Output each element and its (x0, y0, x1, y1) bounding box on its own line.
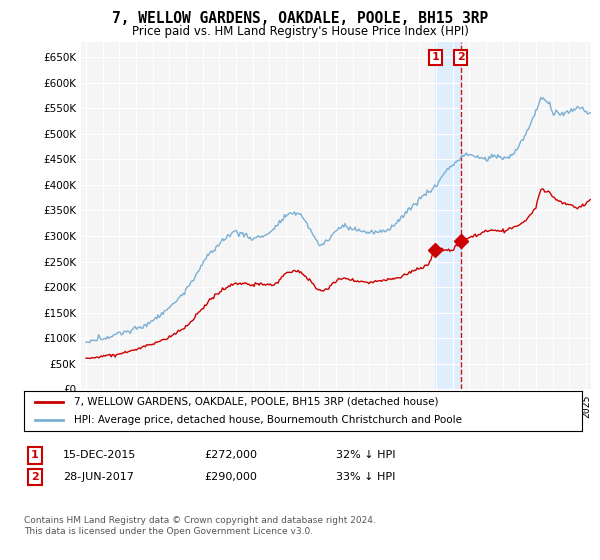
Text: 7, WELLOW GARDENS, OAKDALE, POOLE, BH15 3RP (detached house): 7, WELLOW GARDENS, OAKDALE, POOLE, BH15 … (74, 397, 439, 407)
Text: 15-DEC-2015: 15-DEC-2015 (63, 450, 136, 460)
Text: 2: 2 (31, 472, 38, 482)
Text: Contains HM Land Registry data © Crown copyright and database right 2024.
This d: Contains HM Land Registry data © Crown c… (24, 516, 376, 536)
Text: 1: 1 (431, 52, 439, 62)
Text: 32% ↓ HPI: 32% ↓ HPI (336, 450, 395, 460)
Text: £290,000: £290,000 (204, 472, 257, 482)
Text: 33% ↓ HPI: 33% ↓ HPI (336, 472, 395, 482)
Text: HPI: Average price, detached house, Bournemouth Christchurch and Poole: HPI: Average price, detached house, Bour… (74, 416, 462, 425)
Bar (436, 42, 461, 389)
Text: £272,000: £272,000 (204, 450, 257, 460)
Text: 28-JUN-2017: 28-JUN-2017 (63, 472, 134, 482)
Text: 1: 1 (31, 450, 38, 460)
Text: Price paid vs. HM Land Registry's House Price Index (HPI): Price paid vs. HM Land Registry's House … (131, 25, 469, 38)
Text: 7, WELLOW GARDENS, OAKDALE, POOLE, BH15 3RP: 7, WELLOW GARDENS, OAKDALE, POOLE, BH15 … (112, 11, 488, 26)
Text: 2: 2 (457, 52, 465, 62)
